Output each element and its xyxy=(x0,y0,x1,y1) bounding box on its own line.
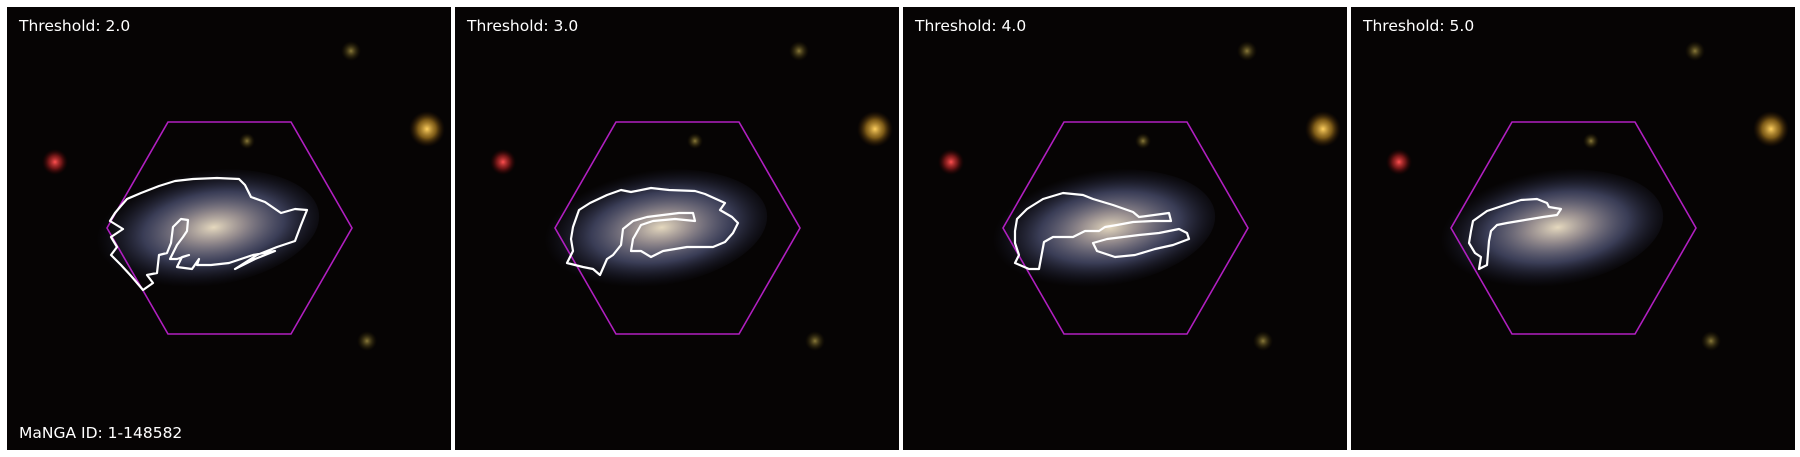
detection-contour xyxy=(565,186,740,277)
threshold-label: Threshold: 5.0 xyxy=(1363,17,1475,35)
faint-star xyxy=(1237,41,1257,61)
galaxy-image xyxy=(42,41,445,351)
detection-contour xyxy=(1467,197,1563,271)
ifu-hexagon xyxy=(554,121,801,335)
red-star xyxy=(1386,149,1412,175)
galaxy-image xyxy=(490,41,893,351)
faint-star xyxy=(341,41,361,61)
threshold-label: Threshold: 2.0 xyxy=(19,17,131,35)
detection-contour xyxy=(108,176,309,292)
image-panel-threshold-2: Threshold: 2.0 MaNGA ID: 1-148582 xyxy=(7,7,451,450)
image-panel-threshold-4: Threshold: 4.0 xyxy=(903,7,1347,450)
galaxy-glow xyxy=(1428,169,1664,289)
galaxy-image xyxy=(1386,41,1789,351)
red-star xyxy=(938,149,964,175)
ifu-hexagon xyxy=(1450,121,1697,335)
image-panel-threshold-3: Threshold: 3.0 xyxy=(455,7,899,450)
yellow-star xyxy=(857,111,893,147)
threshold-label: Threshold: 4.0 xyxy=(915,17,1027,35)
faint-star xyxy=(1685,41,1705,61)
faint-star xyxy=(357,331,377,351)
detection-contour xyxy=(1091,227,1191,259)
faint-star xyxy=(789,41,809,61)
faint-star xyxy=(1701,331,1721,351)
ifu-hexagon xyxy=(1002,121,1249,335)
yellow-star xyxy=(1305,111,1341,147)
threshold-label: Threshold: 3.0 xyxy=(467,17,579,35)
red-star xyxy=(490,149,516,175)
detection-contour xyxy=(1013,191,1173,271)
faint-star xyxy=(805,331,825,351)
faint-star xyxy=(1583,133,1599,149)
yellow-star xyxy=(409,111,445,147)
faint-star xyxy=(239,133,255,149)
galaxy-glow xyxy=(84,169,320,289)
galaxy-image xyxy=(938,41,1341,351)
faint-star xyxy=(1253,331,1273,351)
manga-id-label: MaNGA ID: 1-148582 xyxy=(19,424,183,442)
ifu-hexagon xyxy=(106,121,353,335)
galaxy-glow xyxy=(980,169,1216,289)
yellow-star xyxy=(1753,111,1789,147)
faint-star xyxy=(687,133,703,149)
red-star xyxy=(42,149,68,175)
galaxy-glow xyxy=(532,169,768,289)
image-panel-threshold-5: Threshold: 5.0 xyxy=(1351,7,1795,450)
faint-star xyxy=(1135,133,1151,149)
